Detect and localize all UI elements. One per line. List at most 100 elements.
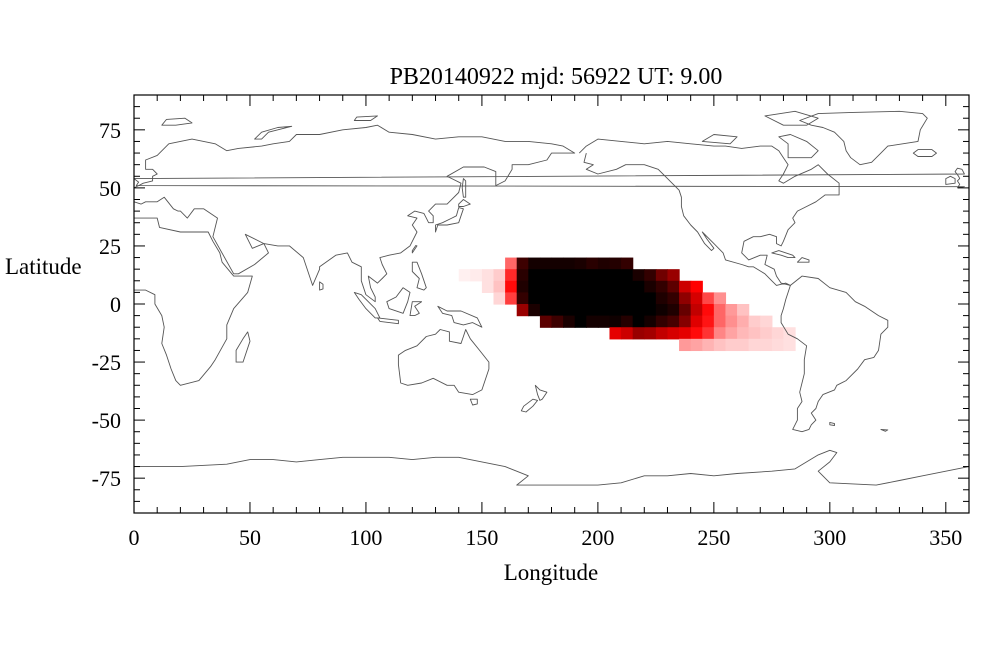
heatmap-cell: [702, 327, 715, 340]
heatmap-cell: [621, 292, 634, 305]
heatmap-cell: [551, 315, 564, 328]
heatmap-cell: [702, 304, 715, 317]
heatmap-cell: [748, 338, 761, 352]
chart-title: PB20140922 mjd: 56922 UT: 9.00: [390, 64, 723, 90]
coastline-falklands: [829, 421, 835, 426]
coastline-borneo: [386, 287, 411, 314]
x-tick-label: 300: [813, 525, 846, 550]
heatmap-cell: [667, 327, 680, 340]
heatmap-cell: [551, 304, 564, 317]
heatmap-cell: [655, 280, 669, 293]
heatmap-cell: [760, 327, 773, 340]
heatmap-cell: [690, 304, 703, 317]
coastline-south-america: [780, 275, 889, 433]
heatmap-cell: [539, 304, 553, 317]
coastline-novaya-zemlya: [254, 125, 293, 140]
heatmap-cell: [505, 280, 518, 293]
heatmap-cell: [551, 257, 564, 270]
heatmap-cell: [667, 315, 680, 328]
heatmap-cell: [609, 269, 622, 282]
heatmap-cell: [621, 269, 634, 282]
heatmap-cell: [609, 292, 622, 305]
coastline-baffin: [778, 134, 819, 159]
heatmap-cell: [586, 292, 599, 305]
heatmap-cell: [609, 315, 622, 328]
heatmap-cell: [679, 292, 692, 305]
heatmap-cell: [737, 327, 750, 340]
heatmap-cell: [702, 292, 715, 305]
heatmap-cell: [737, 338, 750, 352]
x-axis-label: Longitude: [504, 560, 599, 585]
x-tick-label: 200: [581, 525, 614, 550]
heatmap-cell: [493, 280, 506, 293]
heatmap-cell: [493, 269, 506, 282]
heatmap-cell: [632, 269, 645, 282]
coastline-sri-lanka: [319, 281, 324, 291]
heatmap-cell: [725, 338, 738, 352]
heatmap-cell: [597, 315, 611, 328]
y-axis-label: Latitude: [5, 254, 82, 279]
heatmap-cell: [516, 304, 529, 317]
x-tick-label: 50: [239, 525, 261, 550]
x-tick-label: 350: [929, 525, 962, 550]
heatmap-cell: [481, 280, 495, 293]
heatmap-cell: [632, 327, 645, 340]
heatmap-cell: [586, 315, 599, 328]
y-tick-labels: 75 50 25 0 -25 -50 -75: [92, 118, 121, 491]
y-tick-label: 75: [99, 118, 121, 143]
coastline-sakhalin: [461, 178, 467, 198]
heatmap-cell: [563, 292, 576, 305]
coastline-sulawesi: [409, 301, 423, 317]
heatmap-cell: [632, 292, 645, 305]
coastline-australia: [397, 329, 490, 396]
heatmap-cell: [621, 327, 634, 340]
heatmap-cell: [539, 292, 553, 305]
heatmap-cell: [528, 304, 541, 317]
heatmap-cell: [563, 280, 576, 293]
coastline-sumatra: [353, 291, 381, 319]
coastline-iceland: [912, 149, 937, 157]
heatmap-cell: [470, 269, 483, 282]
heatmap-cell: [563, 257, 576, 270]
heatmap-cell: [667, 269, 680, 282]
y-tick-label: 0: [110, 292, 121, 317]
heatmap-cell: [632, 304, 645, 317]
coastline-philippines: [411, 261, 427, 291]
heatmap-cell: [516, 280, 529, 293]
heatmap-cell: [690, 338, 703, 352]
heatmap-cell: [667, 292, 680, 305]
heatmap-cell: [667, 304, 680, 317]
heatmap-cell: [505, 292, 518, 305]
heatmap-cell: [597, 269, 611, 282]
heatmap-cell: [632, 280, 645, 293]
heatmap-cell: [679, 338, 692, 352]
heatmap-cell: [679, 280, 692, 293]
coastline-antarctica: [134, 449, 969, 486]
x-tick-label: 100: [349, 525, 382, 550]
heatmap-cell: [632, 315, 645, 328]
y-tick-label: -50: [92, 408, 121, 433]
heatmap-cell: [713, 327, 727, 340]
heatmap-cell: [725, 304, 738, 317]
heatmap-cell: [574, 304, 587, 317]
heatmap-cell: [516, 292, 529, 305]
coastline-nz-south: [520, 398, 539, 413]
coastline-britain: [134, 167, 965, 189]
heatmap-cell: [539, 269, 553, 282]
coastline-ireland: [945, 175, 956, 185]
coastline-hispaniola: [796, 257, 810, 263]
coastline-severnaya: [353, 115, 378, 121]
heatmap-cell: [760, 315, 773, 328]
heatmap-cell: [679, 315, 692, 328]
heatmap-cell: [609, 327, 622, 340]
coastline-japan: [435, 207, 464, 233]
coastline-svalbard: [161, 117, 193, 126]
heatmap-cell: [574, 292, 587, 305]
y-tick-label: -75: [92, 466, 121, 491]
heatmap-cell: [644, 315, 657, 328]
heatmap-cell: [621, 304, 634, 317]
heatmap-cell: [690, 327, 703, 340]
coastline-nz-north: [534, 384, 548, 401]
coastline-north-america: [578, 138, 840, 286]
